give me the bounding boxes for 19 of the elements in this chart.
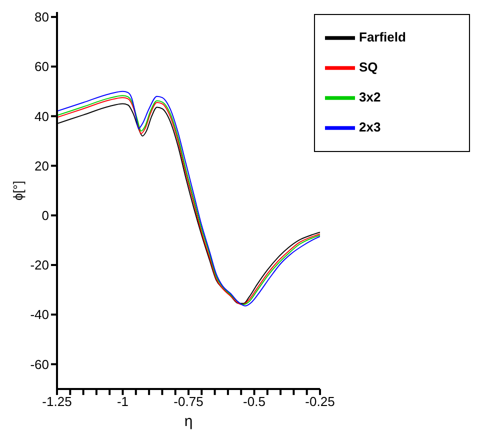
y-tick-label: 20 (34, 158, 49, 174)
y-tick-label: -20 (30, 258, 49, 273)
legend-label: Farfield (359, 29, 406, 44)
legend-label: 3x2 (359, 89, 381, 104)
x-tick-label: -0.75 (174, 394, 204, 410)
y-axis-title: ϕ[°] (10, 180, 26, 200)
y-tick-label: -40 (30, 307, 49, 322)
y-tick-label: -60 (30, 356, 49, 372)
y-tick-label: 80 (34, 10, 49, 25)
y-tick-label: 40 (34, 108, 49, 124)
legend-label: SQ (359, 59, 378, 74)
legend-label: 2x3 (359, 119, 381, 134)
x-axis-title: η (184, 413, 193, 430)
y-tick-label: 60 (34, 59, 49, 74)
y-tick-label: 0 (42, 208, 49, 223)
x-tick-label: -0.25 (305, 394, 335, 410)
x-tick-label: -1 (116, 394, 129, 410)
x-tick-label: -0.5 (243, 394, 266, 410)
x-tick-label: -1.25 (42, 394, 72, 410)
